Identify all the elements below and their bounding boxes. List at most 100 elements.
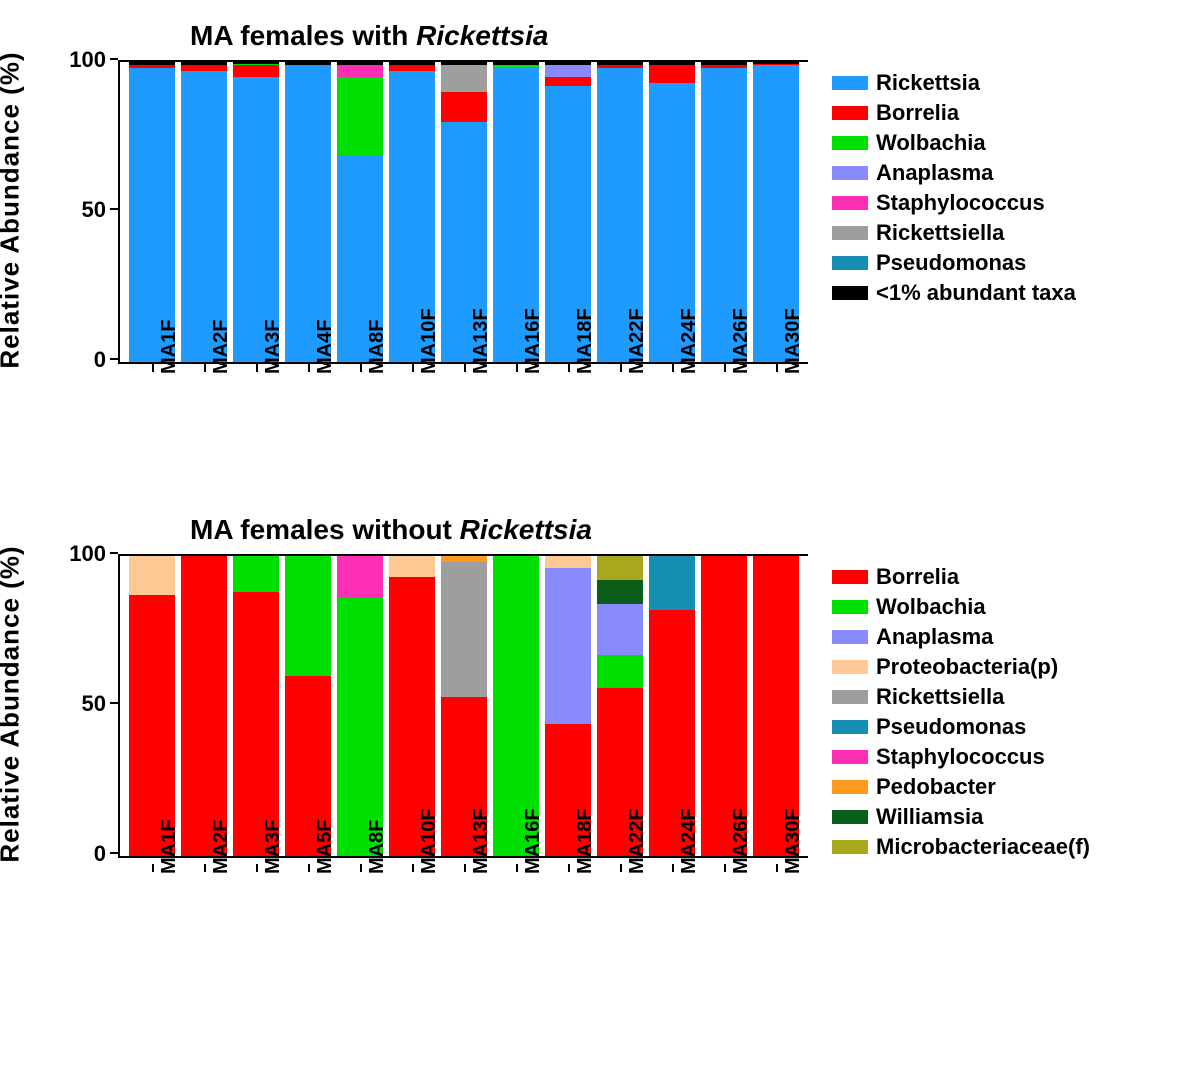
bar-segment bbox=[597, 604, 643, 655]
bar-segment bbox=[441, 92, 487, 122]
x-tick-mark bbox=[464, 864, 466, 872]
x-tick-mark bbox=[776, 364, 778, 372]
x-tick-mark bbox=[256, 364, 258, 372]
bar-segment bbox=[285, 556, 331, 676]
legend-item: Rickettsiella bbox=[832, 220, 1076, 246]
bar bbox=[337, 62, 383, 362]
y-tick-label: 100 bbox=[69, 541, 106, 567]
bar-segment bbox=[441, 562, 487, 697]
bar-segment bbox=[233, 65, 279, 77]
bar-segment bbox=[597, 655, 643, 688]
legend-item: Anaplasma bbox=[832, 160, 1076, 186]
legend-label: Pseudomonas bbox=[876, 714, 1026, 740]
legend-item: Pedobacter bbox=[832, 774, 1090, 800]
x-tick-label: MA13F bbox=[470, 308, 493, 374]
bar-segment bbox=[441, 65, 487, 92]
legend-item: Wolbachia bbox=[832, 130, 1076, 156]
legend-label: Wolbachia bbox=[876, 594, 986, 620]
y-axis-label: Relative Abundance (%) bbox=[0, 545, 26, 862]
bar bbox=[233, 556, 279, 856]
legend-swatch bbox=[832, 630, 868, 644]
legend-item: Rickettsiella bbox=[832, 684, 1090, 710]
legend-item: Williamsia bbox=[832, 804, 1090, 830]
x-tick-mark bbox=[620, 364, 622, 372]
legend-swatch bbox=[832, 720, 868, 734]
legend-item: Proteobacteria(p) bbox=[832, 654, 1090, 680]
legend-item: Borrelia bbox=[832, 564, 1090, 590]
bar-segment bbox=[649, 556, 695, 610]
x-tick-mark bbox=[412, 864, 414, 872]
x-tick-label: MA24F bbox=[678, 808, 701, 874]
legend-swatch bbox=[832, 256, 868, 270]
bar-segment bbox=[337, 65, 383, 77]
x-ticks: MA1FMA2FMA3FMA4FMA8FMA10FMA13FMA16FMA18F… bbox=[118, 364, 1171, 454]
x-ticks: MA1FMA2FMA3FMA5FMA8FMA10FMA13FMA16FMA18F… bbox=[118, 864, 1171, 954]
chart-title-italic: Rickettsia bbox=[460, 514, 592, 545]
legend-label: Microbacteriaceae(f) bbox=[876, 834, 1090, 860]
x-tick-mark bbox=[360, 864, 362, 872]
x-tick-mark bbox=[672, 364, 674, 372]
legend-item: Borrelia bbox=[832, 100, 1076, 126]
x-tick-mark bbox=[308, 364, 310, 372]
x-tick-mark bbox=[152, 364, 154, 372]
x-tick-label: MA8F bbox=[366, 820, 389, 874]
chart-title-italic: Rickettsia bbox=[416, 20, 548, 51]
x-tick-label: MA18F bbox=[574, 308, 597, 374]
x-tick-mark bbox=[464, 364, 466, 372]
x-tick-label: MA2F bbox=[210, 320, 233, 374]
legend-label: Wolbachia bbox=[876, 130, 986, 156]
x-tick-label: MA1F bbox=[158, 820, 181, 874]
y-tick-label: 100 bbox=[69, 47, 106, 73]
legend-swatch bbox=[832, 106, 868, 120]
y-tick-mark bbox=[110, 702, 118, 704]
legend-item: <1% abundant taxa bbox=[832, 280, 1076, 306]
x-tick-label: MA30F bbox=[782, 808, 805, 874]
bar bbox=[233, 62, 279, 362]
legend-label: Proteobacteria(p) bbox=[876, 654, 1058, 680]
x-tick-mark bbox=[776, 864, 778, 872]
x-tick-mark bbox=[516, 864, 518, 872]
chart-title-pre: MA females with bbox=[190, 20, 416, 51]
bar-segment bbox=[181, 71, 227, 362]
legend-swatch bbox=[832, 750, 868, 764]
legend-item: Staphylococcus bbox=[832, 744, 1090, 770]
x-tick-mark bbox=[724, 864, 726, 872]
plot-frame bbox=[118, 554, 808, 858]
chart-without: MA females without RickettsiaRelative Ab… bbox=[10, 514, 1171, 954]
legend-swatch bbox=[832, 196, 868, 210]
bar-segment bbox=[389, 556, 435, 577]
y-tick-label: 0 bbox=[94, 347, 106, 373]
bar-segment bbox=[597, 580, 643, 604]
x-tick-label: MA30F bbox=[782, 308, 805, 374]
legend-swatch bbox=[832, 600, 868, 614]
bar bbox=[129, 62, 175, 362]
y-ticks: 050100 bbox=[70, 554, 118, 854]
legend-swatch bbox=[832, 166, 868, 180]
legend-swatch bbox=[832, 286, 868, 300]
x-tick-label: MA13F bbox=[470, 808, 493, 874]
y-tick-label: 50 bbox=[82, 197, 106, 223]
legend-label: Rickettsia bbox=[876, 70, 980, 96]
x-tick-mark bbox=[308, 864, 310, 872]
x-tick-label: MA22F bbox=[626, 308, 649, 374]
x-tick-mark bbox=[152, 864, 154, 872]
x-tick-mark bbox=[360, 364, 362, 372]
x-tick-label: MA26F bbox=[730, 808, 753, 874]
bar-segment bbox=[233, 592, 279, 856]
legend: RickettsiaBorreliaWolbachiaAnaplasmaStap… bbox=[832, 70, 1076, 310]
legend-label: Anaplasma bbox=[876, 624, 993, 650]
legend-swatch bbox=[832, 660, 868, 674]
legend-swatch bbox=[832, 76, 868, 90]
legend-label: Pseudomonas bbox=[876, 250, 1026, 276]
legend-label: Borrelia bbox=[876, 100, 959, 126]
legend-label: Borrelia bbox=[876, 564, 959, 590]
legend-item: Anaplasma bbox=[832, 624, 1090, 650]
bar bbox=[129, 556, 175, 856]
x-tick-mark bbox=[516, 364, 518, 372]
x-tick-mark bbox=[204, 364, 206, 372]
legend-label: Staphylococcus bbox=[876, 744, 1045, 770]
legend-item: Rickettsia bbox=[832, 70, 1076, 96]
bar-segment bbox=[233, 556, 279, 592]
x-tick-label: MA22F bbox=[626, 808, 649, 874]
bar-segment bbox=[597, 556, 643, 580]
